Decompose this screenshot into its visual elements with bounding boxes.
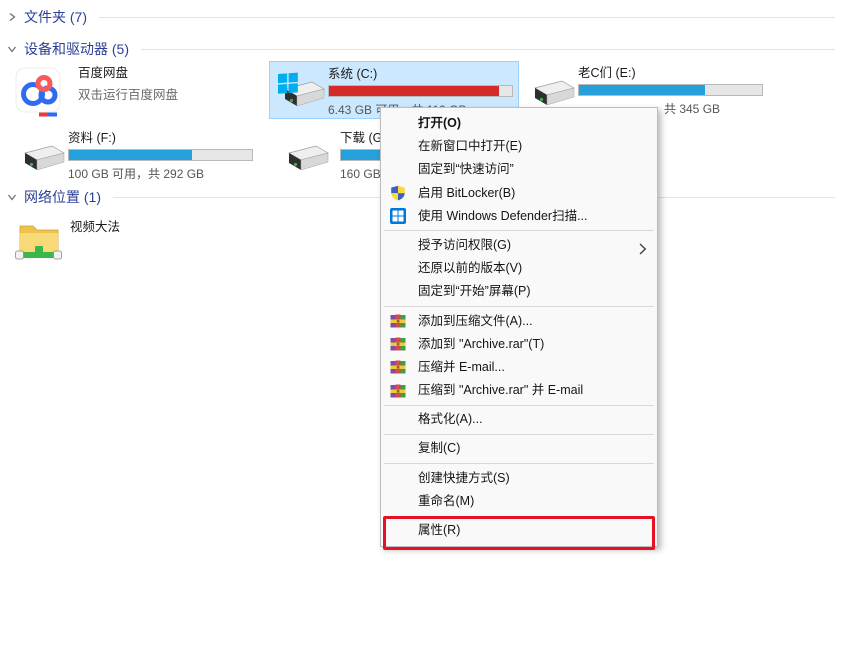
drive-icon: [278, 68, 326, 118]
group-header-devices: 设备和驱动器 (5): [6, 40, 835, 58]
capacity-bar-fill: [329, 86, 500, 96]
capacity-bar-fill: [579, 85, 706, 95]
menu-separator: [384, 230, 654, 232]
chevron-down-icon[interactable]: [6, 191, 18, 203]
menu-item-add-to-archive-rar[interactable]: 添加到 "Archive.rar"(T): [381, 333, 657, 356]
windows-logo-icon: [278, 72, 298, 94]
menu-item-rename[interactable]: 重命名(M): [418, 493, 475, 508]
winrar-icon: [390, 313, 406, 329]
windows-defender-icon: [390, 208, 406, 225]
tile-name: 老C们 (E:): [578, 66, 636, 80]
menu-item-open-new-window[interactable]: 在新窗口中打开(E): [418, 139, 523, 154]
menu-item-label: 添加到 "Archive.rar"(T): [418, 336, 545, 351]
winrar-icon: [390, 383, 406, 399]
menu-item-create-shortcut[interactable]: 创建快捷方式(S): [418, 470, 510, 485]
uac-shield-icon: [390, 185, 406, 201]
tile-name: 资料 (F:): [68, 131, 116, 145]
menu-item-properties[interactable]: 属性(R): [418, 523, 461, 537]
menu-separator: [384, 404, 654, 406]
menu-item-label: 启用 BitLocker(B): [418, 185, 516, 200]
menu-separator: [384, 306, 654, 307]
tile-name: 视频大法: [70, 220, 121, 234]
capacity-text: 100 GB 可用，共 292 GB: [68, 167, 205, 181]
tile-drive-e[interactable]: 老C们 (E:) 共 345 GB: [520, 61, 770, 119]
group-header-divider: [99, 16, 835, 18]
tile-network-folder[interactable]: 视频大法: [10, 214, 260, 272]
menu-item-open[interactable]: 打开(O): [418, 116, 462, 130]
menu-item-label: 压缩并 E-mail...: [418, 359, 505, 374]
group-header-folders: 文件夹 (7): [6, 8, 835, 26]
submenu-arrow-icon: [639, 240, 647, 263]
menu-separator: [384, 515, 654, 517]
menu-item-compress-email[interactable]: 压缩并 E-mail...: [381, 356, 657, 379]
chevron-right-icon[interactable]: [6, 11, 18, 23]
menu-item-label: 添加到压缩文件(A)...: [418, 313, 533, 328]
capacity-bar: [578, 84, 763, 96]
capacity-bar-fill: [69, 150, 192, 160]
menu-item-restore-versions[interactable]: 还原以前的版本(V): [418, 261, 523, 276]
capacity-text: 共 345 GB: [664, 102, 721, 116]
menu-item-grant-access[interactable]: 授予访问权限(G): [381, 234, 657, 257]
menu-item-pin-quick-access[interactable]: 固定到“快速访问”: [418, 162, 514, 177]
tile-name: 系统 (C:): [328, 67, 378, 81]
menu-item-pin-to-start[interactable]: 固定到“开始”屏幕(P): [418, 284, 531, 299]
drive-icon: [528, 67, 576, 117]
winrar-icon: [390, 359, 406, 375]
menu-item-format[interactable]: 格式化(A)...: [418, 412, 483, 427]
menu-separator: [384, 433, 654, 435]
menu-item-add-to-archive[interactable]: 添加到压缩文件(A)...: [381, 310, 657, 333]
capacity-bar: [328, 85, 513, 97]
tile-drive-f[interactable]: 资料 (F:) 100 GB 可用，共 292 GB: [10, 126, 260, 184]
group-header-folders-label[interactable]: 文件夹 (7): [24, 9, 87, 25]
group-header-network-label[interactable]: 网络位置 (1): [24, 189, 101, 205]
capacity-bar: [68, 149, 253, 161]
drive-icon: [18, 132, 66, 182]
winrar-icon: [390, 336, 406, 352]
group-header-divider: [141, 48, 835, 50]
baidu-netdisk-icon: [15, 67, 63, 117]
menu-item-label: 使用 Windows Defender扫描...: [418, 208, 588, 223]
menu-separator: [384, 463, 654, 465]
drive-icon: [282, 132, 330, 182]
group-header-devices-label[interactable]: 设备和驱动器 (5): [24, 41, 129, 57]
menu-item-label: 压缩到 "Archive.rar" 并 E-mail: [418, 383, 584, 398]
chevron-down-icon[interactable]: [6, 43, 18, 55]
tile-baidu-netdisk[interactable]: 百度网盘 双击运行百度网盘: [10, 61, 260, 119]
tile-name: 百度网盘: [78, 66, 129, 80]
tile-subtitle: 双击运行百度网盘: [78, 88, 179, 102]
context-menu: 打开(O) 在新窗口中打开(E) 固定到“快速访问” 启用 BitLocker(…: [380, 107, 658, 550]
menu-item-copy[interactable]: 复制(C): [418, 441, 461, 456]
menu-item-defender-scan[interactable]: 使用 Windows Defender扫描...: [381, 205, 657, 228]
menu-item-compress-rar-email[interactable]: 压缩到 "Archive.rar" 并 E-mail: [381, 379, 657, 402]
menu-item-enable-bitlocker[interactable]: 启用 BitLocker(B): [381, 182, 657, 205]
menu-item-label: 授予访问权限(G): [418, 237, 512, 252]
tile-name: 下载 (G:): [340, 131, 390, 145]
network-folder-icon: [15, 214, 63, 264]
